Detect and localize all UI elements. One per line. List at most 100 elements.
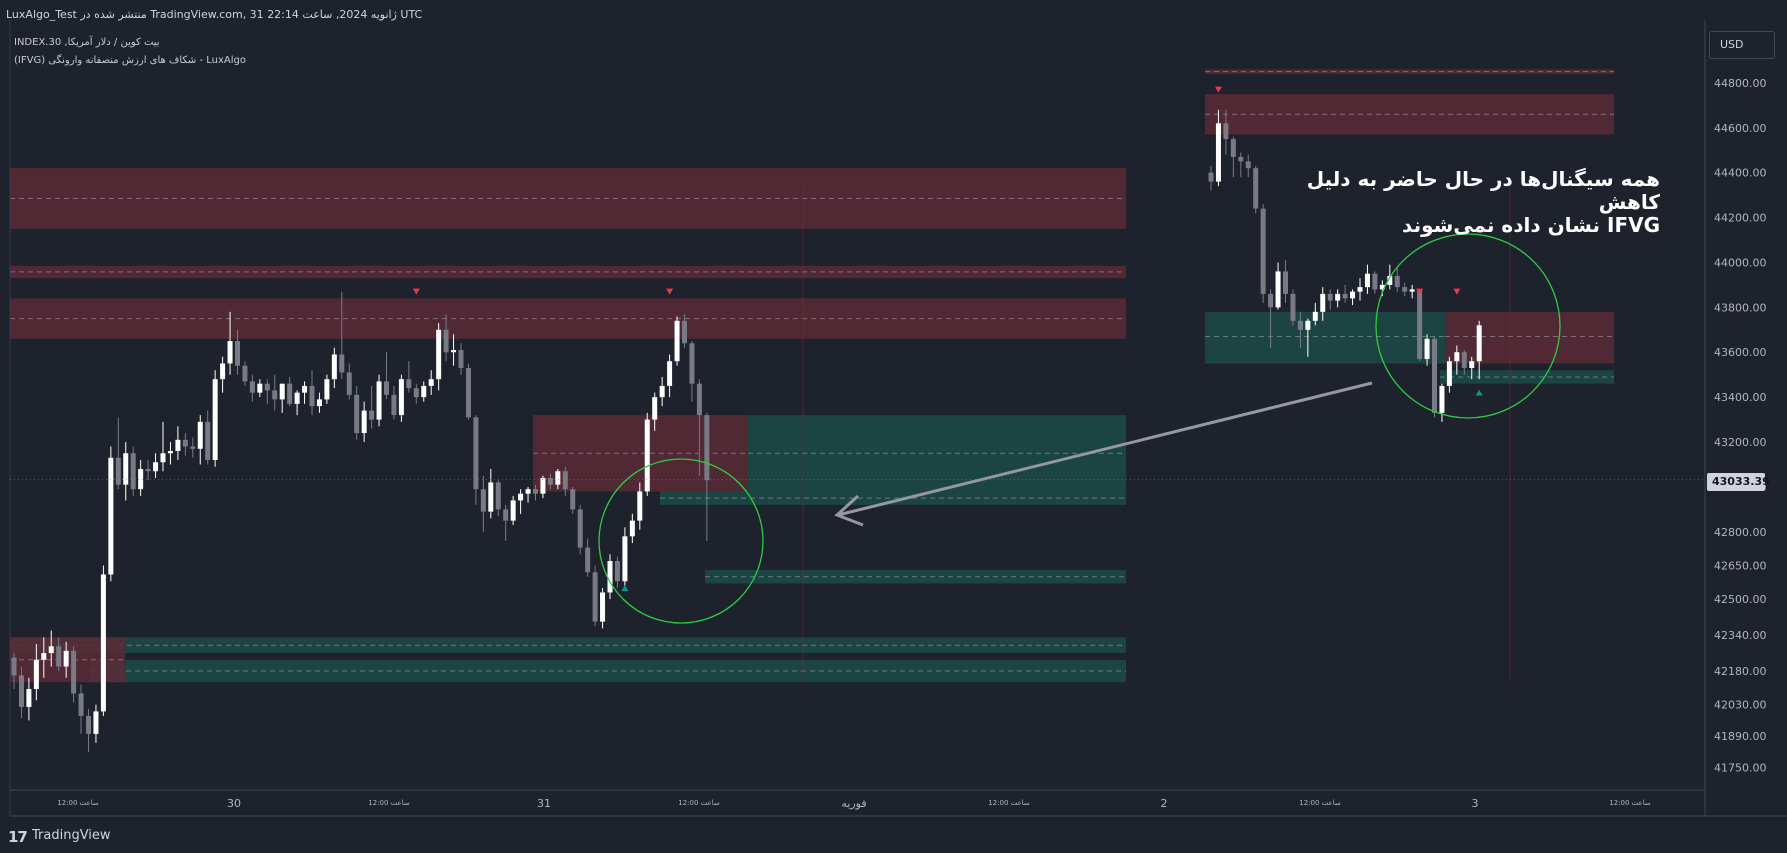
bull-candle bbox=[451, 350, 457, 353]
bear-candle bbox=[1208, 172, 1214, 182]
bull-candle bbox=[674, 320, 680, 362]
bull-candle bbox=[197, 421, 203, 449]
bear-candle bbox=[272, 390, 278, 400]
bear-zone bbox=[533, 415, 748, 492]
annotation-shapes bbox=[598, 233, 1561, 624]
highlight-circle bbox=[598, 458, 764, 624]
tradingview-logo-icon: 17 bbox=[8, 828, 28, 846]
y-tick-label: 43800.00 bbox=[1714, 301, 1767, 314]
bull-candle bbox=[100, 574, 106, 712]
bull-candle bbox=[1312, 311, 1318, 321]
bear-candle bbox=[354, 394, 360, 434]
publish-header: LuxAlgo_Test منتشر شده در TradingView.co… bbox=[0, 0, 1787, 26]
bull-candle bbox=[398, 379, 404, 416]
bear-candle bbox=[473, 417, 479, 490]
bull-candle bbox=[629, 520, 635, 537]
bear-candle bbox=[287, 383, 293, 404]
x-tick-label: ساعت 12:00 bbox=[368, 799, 410, 807]
bull-signal-marker bbox=[621, 584, 629, 591]
bull-candle bbox=[1215, 123, 1221, 182]
bull-candle bbox=[1379, 284, 1385, 290]
bull-zone bbox=[1440, 370, 1614, 384]
bear-candle bbox=[562, 471, 568, 490]
bull-candle bbox=[1320, 293, 1326, 312]
bear-candle bbox=[413, 388, 419, 398]
bull-zone bbox=[1205, 311, 1445, 364]
bear-candle bbox=[1432, 338, 1437, 413]
bear-candle bbox=[1238, 156, 1244, 162]
x-tick-label: 2 bbox=[1161, 797, 1168, 810]
bull-candle bbox=[540, 477, 546, 494]
bull-candle bbox=[227, 341, 233, 364]
bull-candle bbox=[294, 392, 300, 404]
last-price-label: 43033.39 bbox=[1712, 475, 1770, 488]
x-tick-label: ساعت 12:00 bbox=[678, 799, 720, 807]
bear-candle bbox=[369, 410, 375, 420]
bear-candle bbox=[689, 343, 695, 384]
bull-candle bbox=[667, 361, 673, 386]
annotation-line-2: IFVG نشان داده نمی‌شوند bbox=[1402, 213, 1660, 237]
bear-candle bbox=[11, 657, 17, 676]
x-tick-label: ساعت 12:00 bbox=[1299, 799, 1341, 807]
bear-candle bbox=[443, 329, 449, 353]
currency-label: USD bbox=[1720, 38, 1744, 51]
bull-candle bbox=[138, 468, 144, 490]
bull-candle bbox=[48, 646, 54, 654]
bear-candle bbox=[18, 675, 24, 707]
x-tick-label: 3 bbox=[1472, 797, 1479, 810]
bull-candle bbox=[212, 379, 218, 460]
bear-candle bbox=[56, 646, 62, 667]
y-tick-label: 43200.00 bbox=[1714, 436, 1767, 449]
bull-candle bbox=[279, 383, 285, 400]
bull-candle bbox=[376, 381, 382, 420]
bull-candle bbox=[220, 363, 226, 380]
x-tick-label: 30 bbox=[227, 797, 241, 810]
bull-candle bbox=[637, 491, 643, 521]
bear-signal-marker bbox=[1214, 86, 1222, 93]
bear-candle bbox=[1245, 161, 1251, 169]
bear-candle bbox=[1327, 293, 1333, 301]
x-tick-label: ساعت 12:00 bbox=[988, 799, 1030, 807]
y-tick-label: 44800.00 bbox=[1714, 77, 1767, 90]
bear-candle bbox=[1461, 352, 1467, 368]
bull-candle bbox=[1469, 361, 1475, 368]
x-tick-label: فوریه bbox=[841, 797, 866, 810]
annotation-text: همه سیگنال‌ها در حال حاضر به دلیل کاهش I… bbox=[1300, 168, 1660, 237]
bear-candle bbox=[1372, 273, 1378, 290]
publish-line: LuxAlgo_Test منتشر شده در TradingView.co… bbox=[6, 8, 423, 21]
bull-candle bbox=[175, 439, 181, 452]
bull-candle bbox=[123, 453, 129, 485]
bull-candle bbox=[1387, 275, 1393, 285]
bear-zone bbox=[1205, 94, 1614, 135]
bear-candle bbox=[235, 341, 240, 366]
bear-candle bbox=[1223, 123, 1229, 139]
bull-candle bbox=[428, 379, 434, 386]
bull-candle bbox=[1446, 361, 1452, 386]
bear-candle bbox=[339, 354, 345, 373]
bull-candle bbox=[302, 385, 308, 393]
bull-candle bbox=[622, 536, 628, 582]
highlight-circle bbox=[1375, 233, 1561, 419]
indicator-line[interactable]: (IFVG) شکاف های ارزش منصفانه وارونگی - L… bbox=[14, 55, 247, 66]
bear-candle bbox=[458, 350, 464, 368]
bear-candle bbox=[145, 468, 151, 472]
bull-candle bbox=[525, 489, 531, 494]
bull-candle bbox=[1476, 325, 1482, 362]
bull-candle bbox=[1357, 287, 1363, 292]
symbol-line[interactable]: INDEX.30 ,بیت کوین / دلار آمریکا bbox=[14, 37, 160, 48]
bear-candle bbox=[406, 379, 412, 389]
bear-candle bbox=[465, 367, 471, 418]
bull-candle bbox=[331, 354, 337, 380]
bull-candle bbox=[1275, 271, 1281, 308]
bull-candle bbox=[361, 410, 367, 434]
bear-candle bbox=[570, 489, 576, 510]
bull-candle bbox=[1439, 385, 1445, 413]
chart-legend: INDEX.30 ,بیت کوین / دلار آمریکا (IFVG) … bbox=[14, 34, 246, 70]
currency-selector[interactable]: USD bbox=[1709, 31, 1775, 59]
bear-candle bbox=[1230, 138, 1236, 157]
bear-candle bbox=[346, 372, 352, 395]
bull-candle bbox=[436, 329, 442, 380]
y-tick-label: 44000.00 bbox=[1714, 256, 1767, 269]
y-tick-label: 44600.00 bbox=[1714, 122, 1767, 135]
